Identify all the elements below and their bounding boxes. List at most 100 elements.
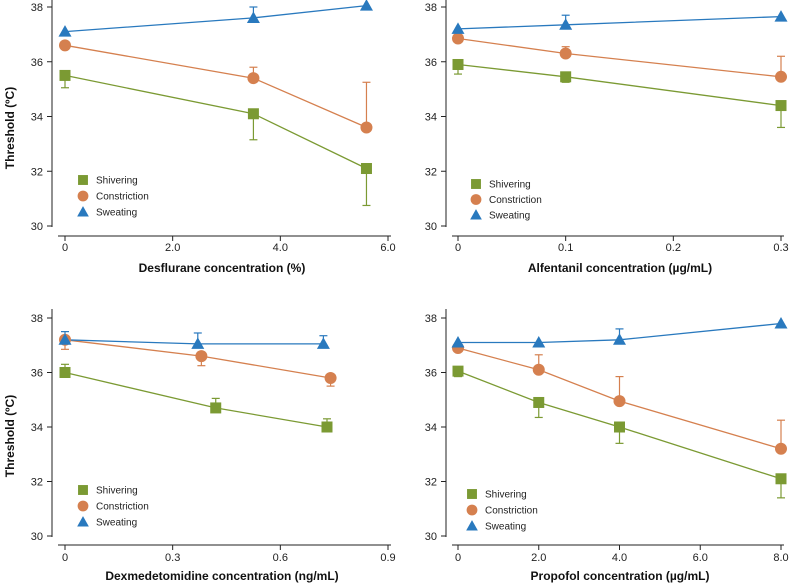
legend-label: Sweating xyxy=(485,522,526,533)
data-point-shivering xyxy=(210,402,222,414)
y-tick-label: 30 xyxy=(425,531,437,543)
series-line-sweating xyxy=(64,4,367,33)
y-tick-label: 34 xyxy=(425,112,437,124)
legend: Shivering Constriction Sweating xyxy=(77,485,149,529)
x-tick-label: 0 xyxy=(62,242,68,254)
x-tick-label: 0.3 xyxy=(165,552,180,564)
x-tick-label: 4.0 xyxy=(612,552,627,564)
circle-marker-icon xyxy=(77,500,89,512)
data-point-sweating xyxy=(246,11,260,23)
series-line-shivering xyxy=(64,74,367,170)
y-tick-label: 34 xyxy=(31,112,43,124)
data-point-shivering xyxy=(775,473,787,485)
legend-item: Shivering xyxy=(78,175,138,187)
data-point-constriction xyxy=(247,72,260,85)
legend-label: Sweating xyxy=(489,211,530,222)
error-bar-shivering xyxy=(362,168,371,207)
legend-label: Shivering xyxy=(485,490,527,501)
series-line-constriction xyxy=(457,37,782,78)
y-tick-label: 32 xyxy=(31,477,43,489)
legend-label: Constriction xyxy=(96,502,149,513)
x-tick-label: 0.9 xyxy=(380,552,395,564)
y-tick-label: 36 xyxy=(425,368,437,380)
data-point-constriction xyxy=(360,121,373,134)
circle-marker-icon xyxy=(77,190,89,202)
legend-item: Shivering xyxy=(467,489,527,501)
x-tick-label: 2.0 xyxy=(531,552,546,564)
legend-label: Constriction xyxy=(489,195,542,206)
data-point-sweating xyxy=(774,10,788,22)
triangle-marker-icon xyxy=(77,516,89,527)
data-point-sweating xyxy=(559,18,573,30)
legend-item: Shivering xyxy=(471,179,531,191)
x-axis-label: Propofol concentration (µg/mL) xyxy=(531,569,710,583)
y-tick-label: 34 xyxy=(31,422,43,434)
x-tick-label: 6.0 xyxy=(693,552,708,564)
data-point-shivering xyxy=(59,367,71,378)
data-point-sweating xyxy=(613,333,626,345)
data-point-sweating xyxy=(532,336,546,348)
legend-label: Shivering xyxy=(96,486,138,497)
x-axis-label: Alfentanil concentration (µg/mL) xyxy=(528,261,712,275)
triangle-marker-icon xyxy=(470,209,482,220)
data-point-constriction xyxy=(59,39,71,52)
data-point-sweating xyxy=(191,337,205,349)
y-tick-label: 32 xyxy=(425,166,437,178)
panel-desflurane: 30 32 34 36 38 0 2.0 4.0 6.0 Desflurane concentra… xyxy=(3,0,396,275)
legend-item: Constriction xyxy=(470,194,542,206)
data-point-constriction xyxy=(775,442,787,455)
data-point-sweating xyxy=(316,337,330,349)
data-point-sweating xyxy=(359,0,373,11)
data-point-shivering xyxy=(533,396,545,408)
x-axis-label: Desflurane concentration (%) xyxy=(139,261,306,275)
x-tick-label: 0.3 xyxy=(773,242,788,254)
data-point-shivering xyxy=(321,421,333,433)
circle-marker-icon xyxy=(466,504,478,516)
panel-propofol: 30 32 34 36 38 0 2.0 4.0 6.0 8.0 Propofol concentr… xyxy=(425,309,789,583)
square-marker-icon xyxy=(467,489,477,499)
y-tick-label: 30 xyxy=(31,531,43,543)
legend-item: Sweating xyxy=(470,209,530,222)
square-marker-icon xyxy=(78,175,88,185)
data-point-shivering xyxy=(560,71,572,83)
y-tick-label: 38 xyxy=(31,2,43,14)
x-tick-label: 0.6 xyxy=(273,552,288,564)
legend-item: Constriction xyxy=(77,500,149,513)
x-tick-label: 6.0 xyxy=(380,242,395,254)
y-axis-label: Threshold (ºC) xyxy=(3,87,17,169)
series-line-shivering xyxy=(457,370,782,480)
legend-label: Sweating xyxy=(96,208,137,219)
square-marker-icon xyxy=(471,179,481,189)
data-point-constriction xyxy=(613,395,626,408)
y-tick-label: 34 xyxy=(425,422,437,434)
data-point-shivering xyxy=(360,163,372,175)
series-line-sweating xyxy=(457,15,782,30)
x-tick-label: 4.0 xyxy=(273,242,288,254)
data-point-sweating xyxy=(774,316,788,329)
data-point-shivering xyxy=(614,421,625,433)
x-tick-label: 0.2 xyxy=(666,242,681,254)
x-axis-label: Dexmedetomidine concentration (ng/mL) xyxy=(105,569,338,583)
triangle-marker-icon xyxy=(466,520,478,531)
data-point-constriction xyxy=(775,70,787,83)
series-line-shivering xyxy=(457,63,782,107)
data-point-shivering xyxy=(775,100,787,112)
series-line-constriction xyxy=(64,44,367,128)
y-tick-label: 38 xyxy=(425,313,437,325)
series-line-constriction xyxy=(457,347,782,450)
data-point-constriction xyxy=(452,32,464,45)
panel-alfentanil: 30 32 34 36 38 0 0.1 0.2 0.3 Alfentanil concentra… xyxy=(425,0,789,275)
y-tick-label: 36 xyxy=(31,57,43,69)
data-point-sweating xyxy=(451,336,465,348)
series-line-sweating xyxy=(64,339,324,345)
legend-label: Constriction xyxy=(485,506,538,517)
legend-item: Constriction xyxy=(77,190,149,203)
legend-label: Shivering xyxy=(489,180,531,191)
data-point-constriction xyxy=(532,363,545,376)
legend-item: Sweating xyxy=(77,206,137,219)
legend: Shivering Constriction Sweating xyxy=(77,175,149,219)
legend-label: Constriction xyxy=(96,192,149,203)
error-bar-constriction xyxy=(362,81,371,128)
triangle-marker-icon xyxy=(77,206,89,217)
data-point-sweating xyxy=(58,25,72,37)
